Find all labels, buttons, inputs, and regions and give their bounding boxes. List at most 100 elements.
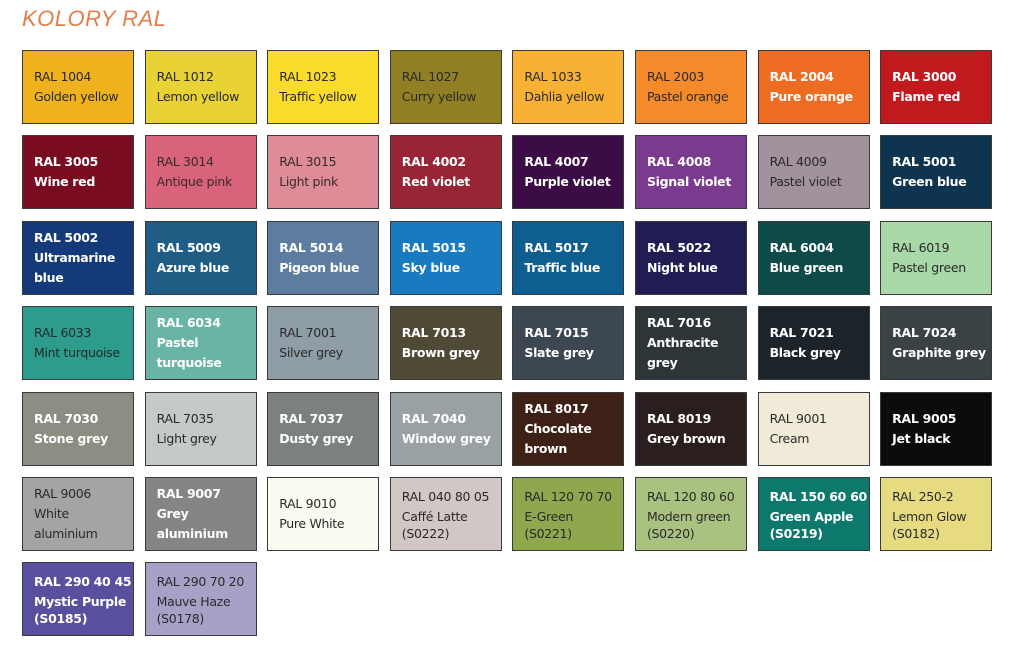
swatch-name: Mystic Purple (34, 594, 127, 610)
swatch-code: RAL 040 80 05 (401, 488, 490, 504)
swatch-code: RAL 7001 (279, 325, 337, 341)
swatch-name: White aluminium (34, 505, 98, 541)
color-swatch: RAL 3015 Light pink (267, 135, 380, 210)
swatch-code: RAL 7035 (156, 410, 214, 426)
color-swatch: RAL 290 70 20 Mauve Haze (S0178) (144, 562, 257, 637)
swatch-code: RAL 4008 (646, 154, 711, 170)
swatch-code: RAL 3015 (279, 154, 337, 170)
swatch-code: RAL 6004 (769, 239, 834, 255)
swatch-name: Jet black (892, 430, 951, 446)
swatch-code: RAL 5002 (34, 229, 99, 245)
swatch-name: Light pink (279, 174, 338, 190)
color-swatch: RAL 5022 Night blue (634, 220, 747, 295)
color-swatch: RAL 040 80 05 Caffé Latte (S0222) (389, 476, 502, 551)
color-swatch: RAL 4008 Signal violet (634, 135, 747, 210)
color-swatch: RAL 1004 Golden yellow (22, 50, 134, 124)
swatch-code: RAL 7013 (401, 325, 466, 341)
color-swatch: RAL 8017 Chocolate brown (512, 391, 625, 466)
swatch-code: RAL 5017 (524, 239, 589, 255)
swatch-code: RAL 7021 (769, 325, 834, 341)
swatch-code: RAL 4007 (524, 154, 589, 170)
swatch-code: RAL 5009 (156, 239, 221, 255)
swatch-code: RAL 1023 (279, 69, 337, 84)
swatch-name: Anthracite grey (646, 335, 719, 371)
color-swatch: RAL 7021 Black grey (757, 306, 870, 381)
color-swatch: RAL 250-2 Lemon Glow (S0182) (880, 476, 993, 551)
swatch-code: RAL 150 60 60 (769, 488, 868, 504)
color-swatch: RAL 3005 Wine red (22, 135, 134, 210)
color-swatch: RAL 5009 Azure blue (144, 220, 257, 295)
swatch-code: RAL 2003 (646, 69, 705, 84)
swatch-code: RAL 7015 (524, 325, 589, 341)
color-swatch: RAL 4009 Pastel violet (757, 135, 870, 210)
swatch-name: Light grey (156, 430, 217, 446)
color-swatch: RAL 120 70 70 E-Green (S0221) (512, 476, 625, 551)
swatch-code: RAL 5015 (401, 239, 466, 255)
swatch-name: Night blue (646, 259, 718, 275)
swatch-name: Pure White (279, 515, 345, 531)
color-swatch: RAL 5002 Ultramarine blue (22, 220, 134, 295)
swatch-code: RAL 290 40 45 (34, 574, 132, 590)
color-swatch: RAL 9007 Grey aluminium (144, 476, 257, 551)
color-swatch: RAL 1023 Traffic yellow (267, 50, 380, 124)
swatch-name: Purple violet (524, 174, 611, 190)
color-swatch: RAL 3000 Flame red (880, 50, 993, 124)
color-swatch: RAL 7024 Graphite grey (880, 306, 993, 381)
swatch-extra: (S0178) (156, 611, 205, 627)
swatch-code: RAL 6019 (892, 239, 950, 255)
color-swatch: RAL 6034 Pastel turquoise (144, 306, 257, 381)
swatch-code: RAL 1004 (34, 69, 92, 84)
color-swatch: RAL 2004 Pure orange (757, 50, 870, 124)
swatch-name: Wine red (34, 174, 95, 190)
swatch-code: RAL 120 70 70 (524, 488, 612, 504)
swatch-code: RAL 6034 (156, 315, 221, 331)
swatch-code: RAL 1033 (524, 69, 582, 84)
swatch-name: Red violet (401, 174, 470, 190)
swatch-name: Azure blue (156, 259, 230, 275)
swatch-extra: (S0185) (34, 611, 88, 627)
color-swatch: RAL 7035 Light grey (144, 391, 257, 466)
swatch-name: Mint turquoise (34, 345, 120, 361)
swatch-name: Mauve Haze (156, 594, 231, 610)
swatch-name: Pigeon blue (279, 259, 360, 275)
swatch-code: RAL 120 80 60 (646, 488, 735, 504)
color-swatch: RAL 6033 Mint turquoise (22, 306, 134, 381)
swatch-code: RAL 5014 (279, 239, 344, 255)
swatch-name: Stone grey (34, 430, 109, 446)
swatch-code: RAL 290 70 20 (156, 574, 245, 590)
color-swatch: RAL 8019 Grey brown (634, 391, 747, 466)
color-swatch: RAL 7037 Dusty grey (267, 391, 380, 466)
swatch-extra: (S0220) (646, 525, 695, 541)
color-swatch: RAL 9010 Pure White (267, 476, 380, 551)
color-swatch: RAL 150 60 60 Green Apple (S0219) (757, 476, 870, 551)
swatch-name: Brown grey (401, 345, 480, 361)
swatch-code: RAL 9006 (34, 485, 92, 501)
swatch-name: Antique pink (156, 174, 233, 190)
swatch-name: Flame red (892, 89, 961, 104)
swatch-name: Traffic blue (524, 259, 601, 275)
swatch-name: Black grey (769, 345, 841, 361)
swatch-name: Pastel green (892, 259, 966, 275)
color-swatch: RAL 4002 Red violet (389, 135, 502, 210)
swatch-code: RAL 3005 (34, 154, 99, 170)
swatch-code: RAL 7024 (892, 325, 957, 341)
swatch-name: Lemon Glow (892, 508, 967, 524)
color-swatch: RAL 5001 Green blue (880, 135, 993, 210)
swatch-name: Slate grey (524, 345, 594, 361)
color-swatch: RAL 9001 Cream (757, 391, 870, 466)
swatch-extra: (S0221) (524, 525, 572, 541)
page-title: KOLORY RAL (22, 6, 167, 31)
swatch-code: RAL 7016 (646, 315, 711, 331)
color-swatch: RAL 7016 Anthracite grey (634, 306, 747, 381)
swatch-name: Dusty grey (279, 430, 354, 446)
swatch-code: RAL 4009 (769, 154, 827, 170)
color-swatch: RAL 7013 Brown grey (389, 306, 502, 381)
swatch-code: RAL 5022 (646, 239, 711, 255)
swatch-extra: (S0222) (401, 525, 450, 541)
swatch-name: E-Green (524, 508, 573, 524)
swatch-name: Sky blue (401, 259, 460, 275)
swatch-name: Signal violet (646, 174, 732, 190)
swatch-name: Dahlia yellow (524, 89, 605, 104)
swatch-code: RAL 2004 (769, 69, 834, 84)
swatch-name: Pure orange (769, 89, 854, 104)
